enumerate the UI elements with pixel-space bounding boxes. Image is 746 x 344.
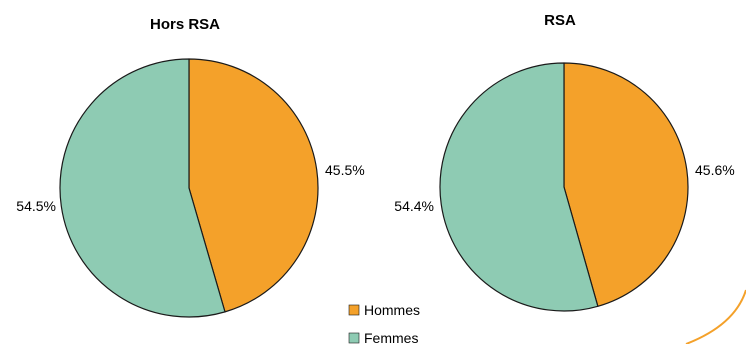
slice-hors-rsa-hommes [188,58,319,313]
data-label-rsa-femmes: 54.4% [394,198,434,214]
legend-swatch-femmes [348,332,360,344]
slice-rsa-femmes [439,62,599,312]
pie-chart-hors-rsa: Hors RSA 45.5% 54.5% [16,16,365,318]
legend-label-femmes: Femmes [364,330,418,344]
legend-swatch-hommes [348,304,360,316]
data-label-rsa-hommes: 45.6% [695,162,735,178]
decorative-arc [685,289,746,344]
legend-label-hommes: Hommes [364,302,420,318]
legend-item-hommes: Hommes [348,302,420,318]
data-label-hors-rsa-femmes: 54.5% [16,198,56,214]
chart-title-hors-rsa: Hors RSA [150,16,220,33]
data-label-hors-rsa-hommes: 45.5% [325,162,365,178]
pie-chart-rsa: RSA 45.6% 54.4% [394,12,735,312]
legend: Hommes Femmes [348,302,420,344]
slice-rsa-hommes [563,62,689,307]
chart-title-rsa: RSA [544,12,576,29]
slice-hors-rsa-femmes [59,58,226,318]
legend-item-femmes: Femmes [348,330,418,344]
